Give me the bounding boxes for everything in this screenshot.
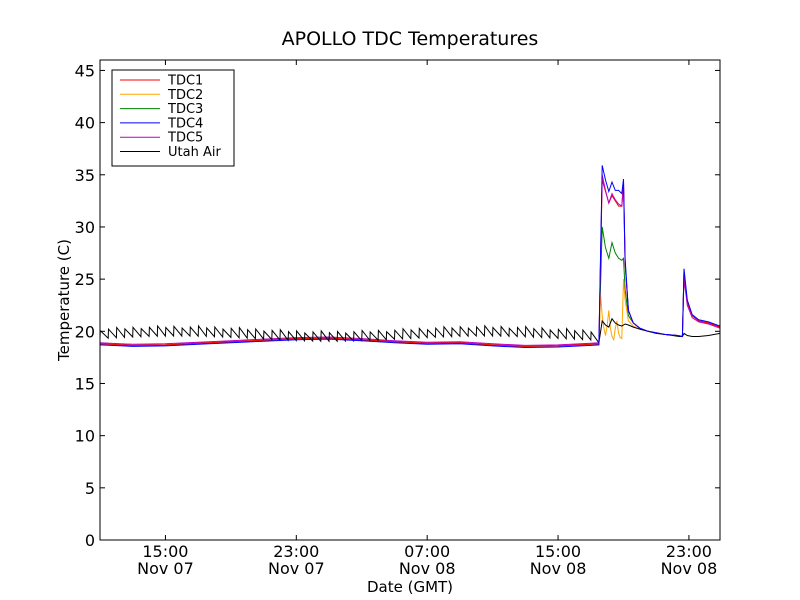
x-tick-date-label: Nov 08 (399, 559, 456, 578)
x-tick-time-label: 23:00 (273, 542, 319, 561)
y-tick-label: 0 (85, 531, 95, 550)
x-tick-time-label: 23:00 (666, 542, 712, 561)
series-line-tdc4 (99, 165, 721, 349)
legend-label: TDC3 (167, 102, 203, 117)
x-tick-date-label: Nov 07 (268, 559, 325, 578)
x-tick-time-label: 15:00 (535, 542, 581, 561)
y-tick-label: 30 (75, 218, 95, 237)
y-tick-label: 5 (85, 479, 95, 498)
legend-label: TDC2 (167, 88, 203, 103)
y-tick-label: 25 (75, 270, 95, 289)
plot-frame (99, 59, 721, 541)
x-tick-date-label: Nov 08 (661, 559, 718, 578)
x-axis-label: Date (GMT) (367, 578, 453, 596)
x-tick-date-label: Nov 08 (530, 559, 587, 578)
series-layer (99, 165, 721, 349)
x-tick-time-label: 07:00 (404, 542, 450, 561)
y-tick-label: 15 (75, 374, 95, 393)
y-tick-label: 40 (75, 114, 95, 133)
legend-label: TDC1 (167, 74, 203, 89)
x-tick-time-label: 15:00 (142, 542, 188, 561)
y-tick-label: 20 (75, 322, 95, 341)
chart-title: APOLLO TDC Temperatures (282, 28, 539, 50)
y-tick-label: 35 (75, 166, 95, 185)
y-axis-label: Temperature (C) (55, 239, 73, 362)
legend-label: Utah Air (168, 145, 221, 160)
x-tick-date-label: Nov 07 (137, 559, 194, 578)
legend-box (111, 69, 235, 167)
series-line-utah-air (99, 317, 721, 345)
y-tick-label: 45 (75, 61, 95, 80)
legend-label: TDC4 (167, 116, 203, 131)
y-tick-label: 10 (75, 427, 95, 446)
legend-label: TDC5 (167, 131, 203, 146)
